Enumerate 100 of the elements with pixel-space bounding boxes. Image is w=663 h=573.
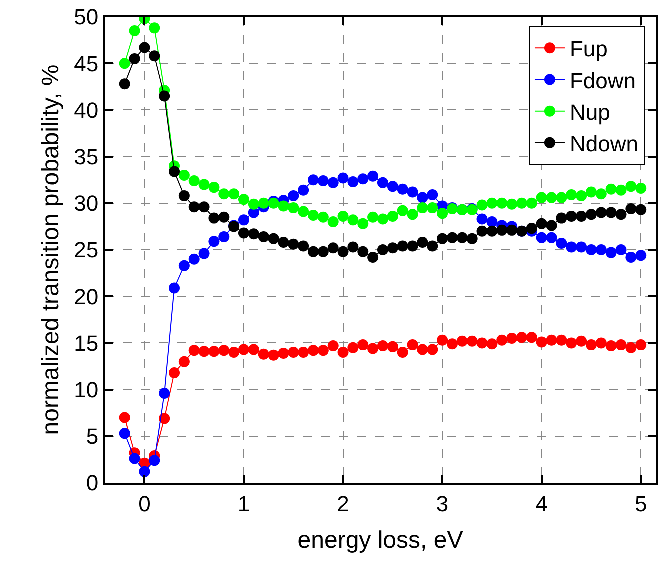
point [208,236,220,248]
point [278,348,290,359]
point [387,181,398,192]
point [368,212,379,223]
point [318,212,329,223]
y-tick-label: 20 [74,284,99,310]
point [377,340,388,352]
point [536,232,548,244]
point [159,413,170,424]
point [377,214,388,225]
point [368,343,379,354]
point [397,240,408,252]
x-tick-label: 3 [436,491,449,516]
point [427,190,438,201]
point [606,340,617,352]
legend-label: Nup [570,100,610,125]
x-tick-label: 2 [337,491,350,516]
x-axis-title: energy loss, eV [298,527,464,554]
point [397,205,408,216]
y-tick-label: 50 [74,4,99,30]
point [198,346,210,358]
point [139,466,150,478]
point [218,188,230,200]
point [466,233,478,244]
point [218,231,230,242]
point [228,347,240,358]
point [407,340,418,351]
y-tick-label: 30 [74,191,99,216]
point [437,208,448,220]
point [636,182,647,194]
point [456,336,468,347]
point [278,237,290,248]
point [149,50,160,62]
point [169,368,180,379]
point [387,210,398,222]
point [576,242,588,253]
point [149,22,160,34]
point [338,246,349,258]
point [328,177,339,188]
point [626,252,637,263]
point [576,210,588,222]
y-axis-title: normalized transition probability, % [38,64,65,436]
point [486,338,498,350]
point [536,336,548,348]
point [466,336,478,347]
point [417,344,428,356]
point [546,232,558,244]
point [298,240,310,252]
point [626,342,637,354]
point [139,42,150,54]
point [387,242,398,254]
point [636,340,647,351]
y-tick-label: 35 [74,144,99,170]
point [546,192,558,204]
point [566,242,578,253]
point [119,412,130,424]
point [446,232,458,244]
point [506,333,518,344]
point [437,334,448,346]
point [586,244,597,256]
point [248,198,260,210]
point [407,186,418,198]
point [298,206,310,218]
point [218,212,230,223]
point [556,212,568,224]
point [188,176,200,187]
point [516,198,528,209]
point [178,356,190,368]
point [308,210,319,222]
point [566,190,578,201]
point [506,198,518,210]
point [596,188,607,200]
point [129,453,140,464]
point [566,210,578,222]
point [387,341,398,352]
point [556,334,568,346]
x-tick-label: 4 [536,491,548,516]
point [576,336,588,347]
point [358,174,369,185]
point [159,90,170,102]
point [178,260,190,272]
point [198,179,210,190]
point [596,207,607,218]
point [368,170,379,182]
x-tick-label: 1 [238,491,250,516]
point [129,53,140,64]
point [476,214,488,225]
point [437,233,448,244]
point [596,244,607,256]
point [358,246,369,258]
point [298,347,310,358]
point [208,212,220,224]
point [268,233,280,244]
point [446,338,458,350]
point [198,248,210,260]
point [238,228,250,239]
y-tick-label: 10 [74,378,99,402]
point [476,338,488,349]
point [169,282,180,294]
point [318,176,329,187]
